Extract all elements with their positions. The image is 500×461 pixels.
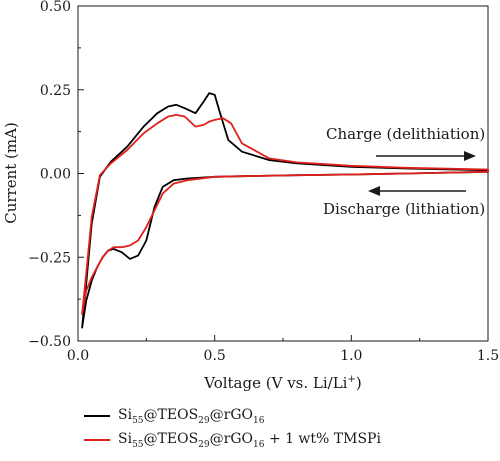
x-axis-title: Voltage (V vs. Li/Li+): [203, 374, 361, 392]
plot-area: 0.0 0.5 1.0 1.5 0.50 0.25 0.00 −0.25 −0.50: [28, 0, 499, 364]
y-tick-label: 0.50: [40, 0, 71, 15]
x-tick-label: 0.5: [204, 348, 226, 364]
y-tick-label: −0.25: [28, 250, 71, 266]
legend: Si55@TEOS29@rGO16 Si55@TEOS29@rGO16 + 1 …: [84, 404, 381, 452]
discharge-annotation: Discharge (lithiation): [323, 200, 485, 218]
series-lines: [81, 92, 489, 329]
legend-swatch-red: [84, 439, 110, 441]
x-tick-label: 1.0: [340, 348, 362, 364]
charge-arrow: [376, 151, 476, 161]
y-axis-title: Current (mA): [2, 122, 20, 224]
charge-annotation: Charge (delithiation): [326, 125, 485, 143]
y-tick-label: 0.00: [40, 167, 71, 183]
x-axis-title-sup: +: [347, 374, 355, 385]
legend-item-black: Si55@TEOS29@rGO16: [84, 404, 381, 428]
legend-item-red: Si55@TEOS29@rGO16 + 1 wt% TMSPi: [84, 428, 381, 452]
cv-chart: 0.0 0.5 1.0 1.5 0.50 0.25 0.00 −0.25 −0.50 Volta…: [2, 0, 499, 392]
axis-ticks: 0.0 0.5 1.0 1.5 0.50 0.25 0.00 −0.25 −0.50: [28, 0, 499, 364]
x-tick-label: 1.5: [477, 348, 499, 364]
y-tick-label: −0.50: [28, 334, 71, 350]
x-tick-label: 0.0: [67, 348, 89, 364]
legend-label-red: Si55@TEOS29@rGO16 + 1 wt% TMSPi: [118, 430, 381, 450]
legend-swatch-black: [84, 415, 110, 417]
discharge-arrow: [368, 186, 466, 196]
y-tick-label: 0.25: [40, 83, 71, 99]
legend-label-black: Si55@TEOS29@rGO16: [118, 406, 265, 426]
x-axis-title-end: ): [356, 374, 362, 392]
series-line-red: [81, 114, 489, 316]
